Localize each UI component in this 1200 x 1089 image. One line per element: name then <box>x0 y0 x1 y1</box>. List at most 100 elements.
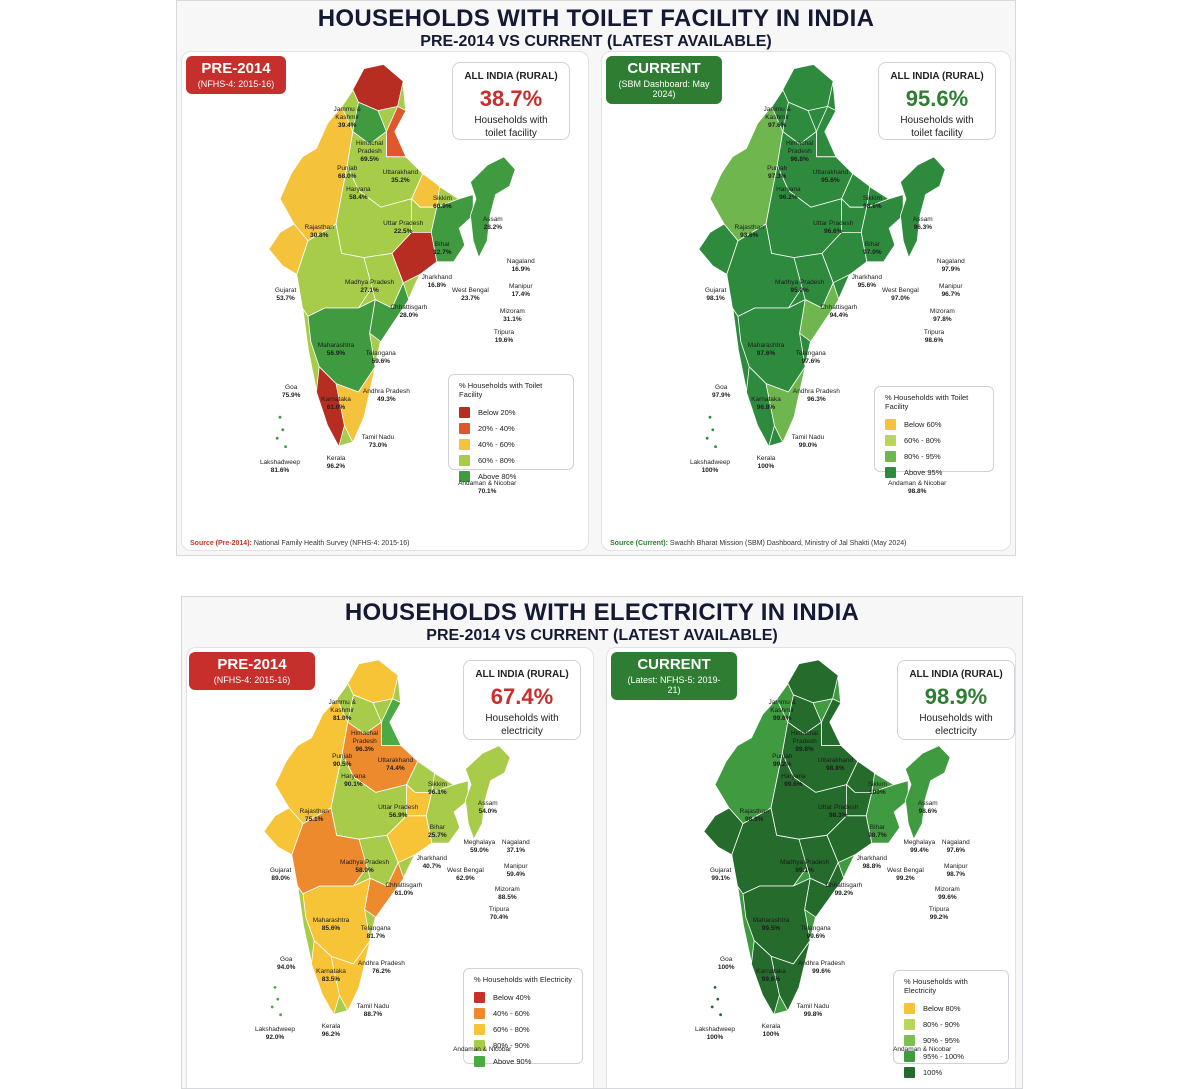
state-name: Madhya Pradesh <box>780 858 830 866</box>
legend-item: Above 95% <box>885 464 983 480</box>
state-label: Bihar 97.0% <box>863 241 881 257</box>
map-legend: % Households with Toilet Facility Below 2… <box>448 374 574 482</box>
state-value: 88.5% <box>498 894 517 901</box>
state-value: 99.2% <box>896 874 915 882</box>
state-name: Uttarakhand <box>812 169 849 177</box>
legend-label: Below 40% <box>493 992 531 1002</box>
legend-label: Above 95% <box>904 467 943 477</box>
stat-description-line1: Households with <box>919 713 993 724</box>
state-name: Chhattisgarh <box>820 303 858 311</box>
legend-item: 100% <box>904 1064 998 1080</box>
infographic-title: HOUSEHOLDS WITH ELECTRICITY IN INDIA <box>344 599 860 626</box>
legend-label: 80% - 95% <box>904 451 941 461</box>
state-value: 99.6% <box>772 714 792 722</box>
state-label: Telangana 99.6% <box>801 925 831 941</box>
state-value: 25.7% <box>428 831 447 839</box>
state-name: Karnataka <box>756 967 786 975</box>
state-value: 97.9% <box>711 391 731 399</box>
state-value: 58.0% <box>355 866 374 874</box>
state-name: Mizoram <box>929 308 955 315</box>
state-name: Jharkhand <box>856 854 887 862</box>
state-label: Rajasthan 30.8% <box>305 224 334 240</box>
state-label: Rajasthan 93.6% <box>735 224 764 240</box>
legend-swatch <box>885 450 896 462</box>
state-name: Bihar <box>869 823 885 831</box>
choropleth-map <box>703 659 951 1020</box>
state-value: 99.6% <box>784 780 803 788</box>
state-label: Telangana 59.6% <box>366 350 396 366</box>
state-value: 94.4% <box>829 311 849 319</box>
period-badge-source: (SBM Dashboard: May 2024) <box>618 79 710 99</box>
state-label: Andaman & Nicobar 98.8% <box>888 480 946 496</box>
legend-label: 80% - 90% <box>493 1040 530 1050</box>
state-name: Sikkim <box>867 780 887 788</box>
state-label: Goa 97.9% <box>712 384 730 400</box>
state-name-line2: Pradesh <box>787 148 812 155</box>
state-name: Mizoram <box>934 886 960 893</box>
state-label: Mizoram 31.1% <box>500 308 525 324</box>
northeast-region <box>904 745 951 840</box>
legend-swatch <box>474 991 485 1003</box>
state-value: 97.0% <box>891 295 910 302</box>
state-label: Maharashtra 85.6% <box>313 917 350 933</box>
legend-label: 60% - 80% <box>904 435 941 445</box>
legend-item: 80% - 90% <box>904 1016 998 1032</box>
state-name: Maharashtra <box>747 341 785 349</box>
state-value: 96.1% <box>428 788 447 796</box>
state-label: Andhra Pradesh 99.6% <box>798 960 845 976</box>
state-name: Goa <box>285 383 298 391</box>
legend-swatch <box>885 466 896 478</box>
legend-item: 20% - 40% <box>459 420 563 436</box>
legend-item: 40% - 60% <box>459 436 563 452</box>
state-name: Rajasthan <box>739 808 769 815</box>
state-label: Tripura 98.6% <box>924 329 944 345</box>
source-key: Source (Pre-2014): <box>190 540 252 547</box>
stat-description-line2: electricity <box>935 726 977 737</box>
state-name: Jammu & <box>768 698 796 706</box>
period-badge-title: PRE-2014 <box>201 60 271 77</box>
state-name: Tamil Nadu <box>361 434 395 441</box>
state-name: Mizoram <box>499 308 525 315</box>
state-name: Telangana <box>795 350 826 357</box>
state-name: Rajasthan <box>299 808 329 815</box>
state-value: 96.3% <box>913 223 933 231</box>
state-name-line2: Pradesh <box>357 148 382 155</box>
state-name: Bihar <box>864 240 880 248</box>
state-name: Kerala <box>761 1022 781 1030</box>
state-label: Andhra Pradesh 76.2% <box>358 960 405 976</box>
state-label: Uttarakhand 98.8% <box>818 757 853 773</box>
state-name: Chhattisgarh <box>385 882 423 890</box>
state-label: Uttarakhand 74.4% <box>378 757 413 773</box>
legend-swatch <box>474 1039 485 1051</box>
state-region <box>330 940 371 1012</box>
state-value: 97.6% <box>767 122 787 130</box>
state-value: 56.9% <box>388 812 408 820</box>
state-value: 98.8% <box>826 765 845 773</box>
state-region <box>799 282 840 343</box>
state-label: Jharkhand 16.8% <box>422 274 452 290</box>
state-label: Gujarat 89.0% <box>270 867 291 883</box>
state-value: 61.0% <box>326 404 346 412</box>
state-name: Manipur <box>509 282 533 290</box>
state-label: Himachal Pradesh 69.5% <box>356 140 383 164</box>
state-value: 98.7% <box>946 870 966 878</box>
state-label: Bihar 12.7% <box>433 241 451 257</box>
state-name: Punjab <box>772 753 793 761</box>
state-name: Tamil Nadu <box>796 1003 830 1010</box>
state-name: Goa <box>720 956 733 964</box>
legend-swatch <box>474 1023 485 1035</box>
state-name: Punjab <box>337 165 358 173</box>
infographic-title: HOUSEHOLDS WITH TOILET FACILITY IN INDIA <box>317 5 875 32</box>
island-dot <box>708 415 712 419</box>
stat-label: ALL INDIA (RURAL) <box>475 669 569 680</box>
state-value: 59.0% <box>470 847 489 855</box>
legend-title: % Households with Electricity <box>904 977 968 995</box>
source-text: National Family Health Survey (NFHS-4: 2… <box>253 540 410 547</box>
map-panel-pre2014: PRE-2014 (NFHS-4: 2015-16) ALL INDIA (RU… <box>186 647 594 1088</box>
all-india-stat-box: ALL INDIA (RURAL) 98.9% Households with … <box>897 660 1015 740</box>
state-name: Tripura <box>488 905 510 913</box>
legend-swatch <box>885 434 896 446</box>
island-dot <box>719 1013 722 1017</box>
state-label: Madhya Pradesh 58.0% <box>340 859 389 875</box>
state-value: 98.6% <box>924 337 944 344</box>
